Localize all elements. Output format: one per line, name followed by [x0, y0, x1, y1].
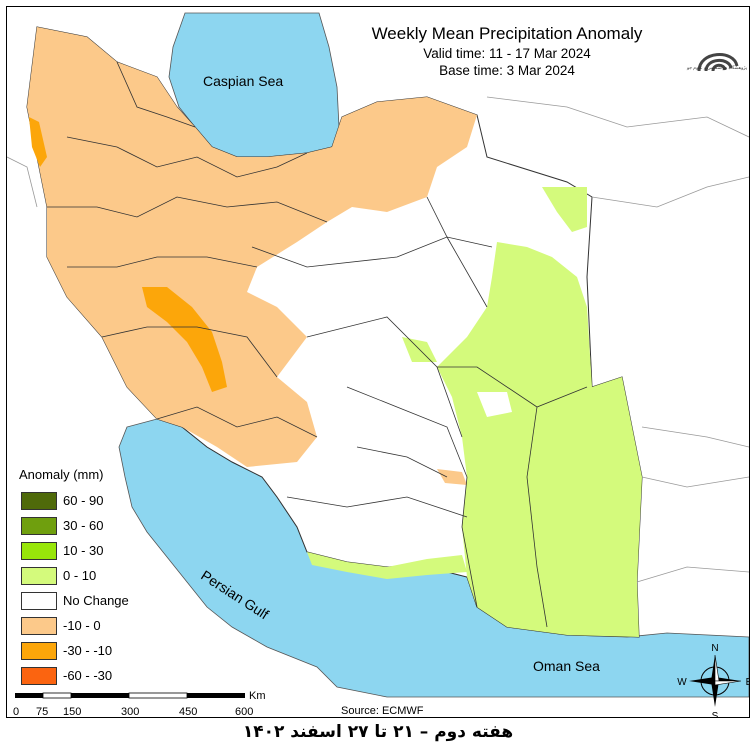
valid-time: Valid time: 11 - 17 Mar 2024 — [423, 46, 591, 61]
anomaly-neg-30-10-zone — [142, 287, 227, 392]
scale-tick-0: 0 — [13, 706, 20, 718]
legend-swatch — [21, 541, 57, 560]
anomaly-0-10-east — [437, 242, 642, 637]
caspian-sea-label: Caspian Sea — [203, 73, 284, 89]
base-time: Base time: 3 Mar 2024 — [439, 63, 575, 78]
legend-label: 60 - 90 — [63, 493, 104, 508]
legend-title: Anomaly (mm) — [19, 467, 104, 482]
legend-label: 30 - 60 — [63, 518, 104, 533]
persian-caption: هفته دوم – ۲۱ تا ۲۷ اسفند ۱۴۰۲ — [242, 722, 514, 742]
legend-swatch — [21, 516, 57, 535]
legend-swatch — [21, 591, 57, 610]
map-canvas — [7, 12, 749, 698]
north-arrow-icon: N S E W — [677, 643, 750, 718]
scale-tick-600: 600 — [235, 706, 254, 718]
map-frame: Weekly Mean Precipitation Anomaly Valid … — [6, 6, 750, 718]
legend-item: 10 - 30 — [15, 538, 175, 563]
anomaly-0-10-coast — [307, 552, 467, 579]
legend-label: 10 - 30 — [63, 543, 104, 558]
legend-label: -30 - -10 — [63, 643, 113, 658]
legend-item: -30 - -10 — [15, 638, 175, 663]
legend-swatch — [21, 641, 57, 660]
legend-label: No Change — [63, 593, 129, 608]
legend-items: 60 - 90 30 - 60 10 - 30 0 - 10 No Change -10 … — [15, 488, 175, 688]
scale-unit: Km — [249, 690, 266, 702]
legend-swatch — [21, 666, 57, 685]
oman-sea-label: Oman Sea — [533, 658, 600, 674]
legend-item: 30 - 60 — [15, 513, 175, 538]
scale-tick-150: 150 — [63, 706, 82, 718]
anomaly-0-10-north — [542, 187, 587, 232]
legend: Anomaly (mm) 60 - 90 30 - 60 10 - 30 0 - 10… — [15, 467, 175, 688]
scale-bar-graphic — [15, 692, 245, 699]
scale-bar: Km 0 75 150 300 450 600 — [11, 689, 271, 718]
legend-label: -60 - -30 — [63, 668, 113, 683]
scale-tick-300: 300 — [121, 706, 140, 718]
legend-item: 60 - 90 — [15, 488, 175, 513]
institute-logo — [697, 53, 739, 72]
legend-swatch — [21, 566, 57, 585]
scale-tick-450: 450 — [179, 706, 198, 718]
map-title: Weekly Mean Precipitation Anomaly — [371, 24, 643, 43]
compass-e: E — [746, 677, 750, 688]
legend-label: 0 - 10 — [63, 568, 97, 583]
legend-item: -60 - -30 — [15, 663, 175, 688]
no-change-east-patch — [477, 392, 512, 417]
legend-item: No Change — [15, 588, 175, 613]
legend-item: 0 - 10 — [15, 563, 175, 588]
scale-tick-75: 75 — [36, 706, 49, 718]
logo-text: پژوهشگاه هواشناسی و علوم جو — [686, 65, 747, 70]
title-block: Weekly Mean Precipitation Anomaly Valid … — [307, 23, 707, 79]
province-borders — [47, 61, 588, 628]
compass-s: S — [712, 711, 719, 718]
source-note: Source: ECMWF — [341, 705, 424, 717]
neighbour-borders — [7, 96, 749, 583]
legend-swatch — [21, 616, 57, 635]
legend-label: -10 - 0 — [63, 618, 101, 633]
anomaly-neg-30-10-west — [29, 117, 47, 167]
anomaly-neg-10-0-south — [437, 469, 467, 485]
legend-item: -10 - 0 — [15, 613, 175, 638]
legend-swatch — [21, 491, 57, 510]
compass-w: W — [677, 677, 687, 688]
compass-n: N — [711, 643, 718, 654]
